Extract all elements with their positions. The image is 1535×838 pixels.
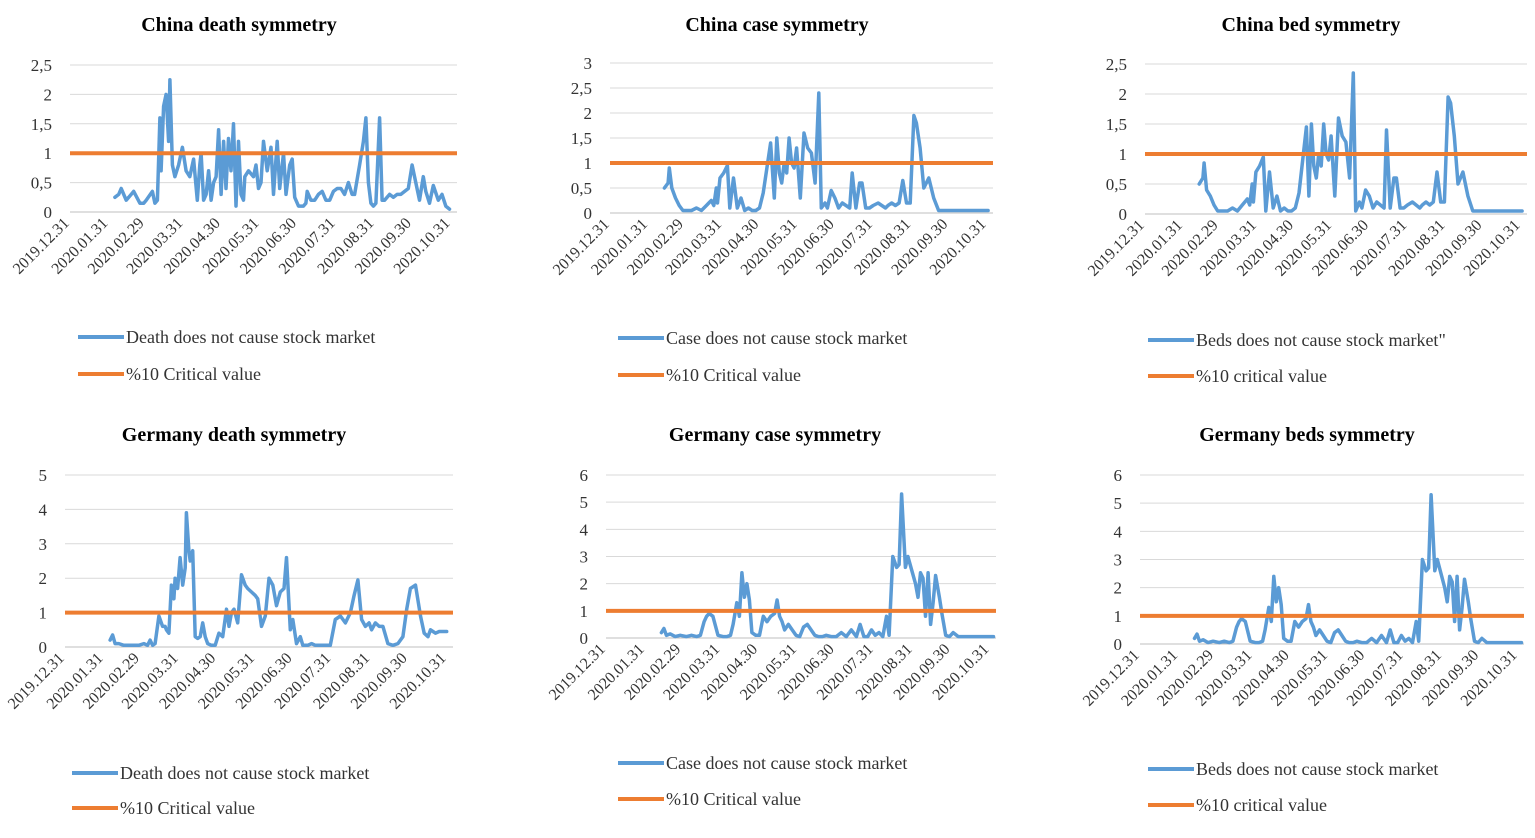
- legend-label: %10 Critical value: [120, 798, 255, 818]
- chart-panel: China death symmetry00,511,522,52019.12.…: [10, 14, 457, 384]
- y-tick-label: 1: [44, 144, 53, 163]
- legend-label: %10 Critical value: [126, 364, 261, 384]
- y-tick-label: 5: [580, 493, 589, 512]
- y-tick-label: 2: [1114, 579, 1123, 598]
- y-tick-label: 2,5: [1106, 55, 1127, 74]
- y-tick-label: 5: [39, 466, 48, 485]
- y-tick-label: 4: [580, 520, 589, 539]
- y-tick-label: 2: [1119, 85, 1128, 104]
- y-tick-label: 1,5: [31, 115, 52, 134]
- legend-label: %10 Critical value: [666, 789, 801, 809]
- legend-label: Beds does not cause stock market": [1196, 330, 1446, 350]
- legend-label: Beds does not cause stock market: [1196, 759, 1438, 779]
- y-tick-label: 2: [39, 569, 48, 588]
- y-tick-label: 2,5: [571, 79, 592, 98]
- legend-label: Death does not cause stock market: [120, 763, 369, 783]
- chart-title: China bed symmetry: [1222, 14, 1401, 36]
- chart-title: Germany beds symmetry: [1199, 424, 1415, 446]
- y-tick-label: 0,5: [571, 179, 592, 198]
- series-line: [659, 492, 996, 639]
- legend-label: %10 critical value: [1196, 366, 1327, 386]
- y-tick-label: 0,5: [1106, 175, 1127, 194]
- legend-label: %10 critical value: [1196, 795, 1327, 815]
- y-tick-label: 1: [39, 604, 48, 623]
- y-tick-label: 6: [1114, 466, 1123, 485]
- y-tick-label: 6: [580, 466, 589, 485]
- chart-title: China death symmetry: [141, 14, 337, 36]
- y-tick-label: 0,5: [31, 174, 52, 193]
- chart-title: Germany case symmetry: [669, 424, 881, 446]
- series-line: [113, 77, 452, 211]
- y-tick-label: 4: [1114, 522, 1123, 541]
- y-tick-label: 2: [44, 85, 53, 104]
- legend-label: Case does not cause stock market: [666, 753, 907, 773]
- y-tick-label: 2,5: [31, 56, 52, 75]
- series-line: [1197, 71, 1524, 213]
- y-tick-label: 3: [1114, 551, 1123, 570]
- chart-panel: China case symmetry00,511,522,532019.12.…: [550, 14, 993, 385]
- y-tick-label: 1: [1119, 145, 1128, 164]
- y-tick-label: 3: [584, 54, 593, 73]
- chart-panel: Germany beds symmetry01234562019.12.3120…: [1080, 424, 1524, 815]
- legend-label: %10 Critical value: [666, 365, 801, 385]
- chart-panel: Germany death symmetry0123452019.12.3120…: [5, 424, 453, 818]
- y-tick-label: 5: [1114, 494, 1123, 513]
- y-tick-label: 1: [580, 602, 589, 621]
- y-tick-label: 2: [584, 104, 593, 123]
- series-line: [108, 511, 449, 648]
- y-tick-label: 4: [39, 500, 48, 519]
- y-tick-label: 2: [580, 575, 589, 594]
- y-tick-label: 0: [580, 629, 589, 648]
- chart-panel: Germany case symmetry01234562019.12.3120…: [546, 424, 996, 809]
- y-tick-label: 0: [39, 638, 48, 657]
- y-tick-label: 0: [44, 203, 53, 222]
- series-line: [1192, 492, 1524, 645]
- y-tick-label: 0: [1114, 635, 1123, 654]
- series-line: [662, 91, 990, 213]
- legend-label: Death does not cause stock market: [126, 327, 375, 347]
- y-tick-label: 1,5: [1106, 115, 1127, 134]
- y-tick-label: 1,5: [571, 129, 592, 148]
- y-tick-label: 1: [584, 154, 593, 173]
- chart-panel: China bed symmetry00,511,522,52019.12.31…: [1085, 14, 1527, 386]
- y-tick-label: 0: [1119, 205, 1128, 224]
- legend-label: Case does not cause stock market: [666, 328, 907, 348]
- y-tick-label: 3: [580, 548, 589, 567]
- y-tick-label: 0: [584, 204, 593, 223]
- y-tick-label: 3: [39, 535, 48, 554]
- chart-title: China case symmetry: [685, 14, 868, 36]
- chart-title: Germany death symmetry: [122, 424, 346, 446]
- y-tick-label: 1: [1114, 607, 1123, 626]
